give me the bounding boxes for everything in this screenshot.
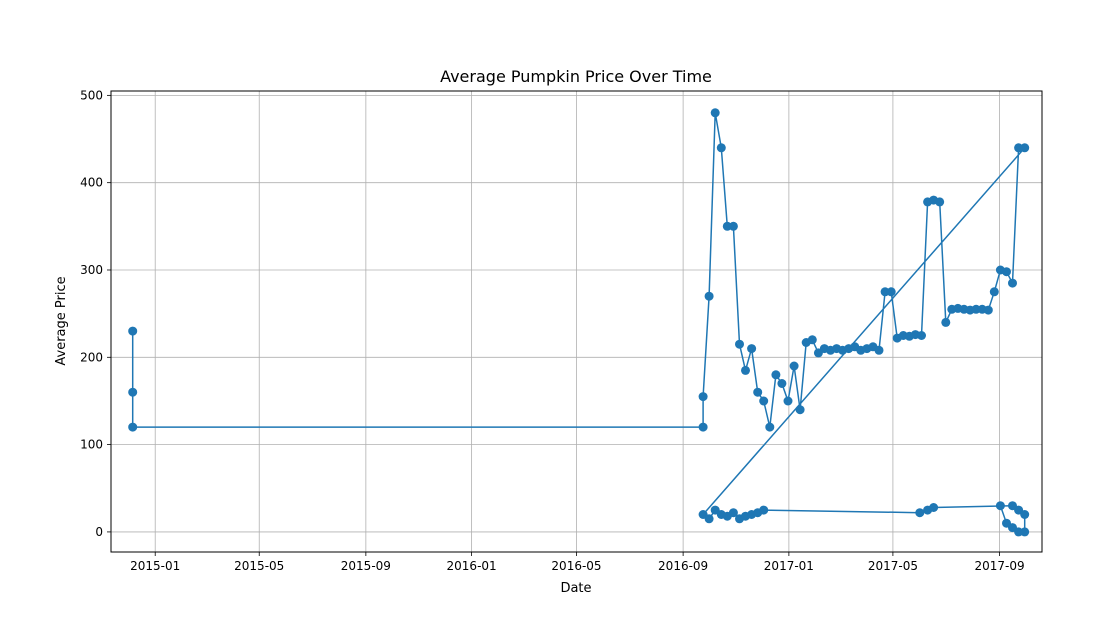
axis-ticks: 2015-01 2015-05 2015-09 2016-01 2016-05 2016-… [80, 88, 1025, 573]
grid-lines [111, 91, 1042, 552]
data-point [128, 422, 138, 432]
data-point [735, 339, 744, 349]
y-tick-label: 500 [80, 88, 103, 102]
x-tick-label: 2015-01 [130, 559, 180, 573]
data-point [765, 422, 775, 432]
x-tick-label: 2015-09 [341, 559, 391, 573]
x-axis-label: Date [560, 581, 591, 596]
data-point [935, 197, 945, 207]
data-point [704, 514, 714, 524]
x-tick-label: 2016-05 [551, 559, 601, 573]
data-point [989, 287, 999, 297]
data-point [886, 287, 896, 297]
data-point [1008, 278, 1017, 288]
data-point [807, 335, 817, 345]
data-point [1002, 518, 1011, 528]
data-point [795, 405, 805, 415]
data-point [128, 326, 138, 336]
data-point [1002, 267, 1011, 277]
data-point [1020, 143, 1030, 153]
y-tick-label: 0 [95, 525, 103, 539]
x-tick-label: 2017-09 [974, 559, 1024, 573]
data-point [747, 344, 757, 354]
data-point [783, 396, 793, 406]
data-point [995, 501, 1005, 511]
y-tick-label: 100 [80, 438, 103, 452]
data-point [771, 370, 781, 380]
data-layer [128, 108, 1030, 537]
x-tick-label: 2015-05 [234, 559, 284, 573]
data-point [777, 379, 787, 388]
data-point [753, 387, 763, 397]
data-point [941, 317, 951, 327]
x-tick-label: 2017-05 [868, 559, 918, 573]
y-tick-label: 300 [80, 263, 103, 277]
x-tick-label: 2016-09 [658, 559, 708, 573]
series-line [131, 112, 1027, 533]
y-tick-label: 400 [80, 176, 103, 190]
data-point [716, 143, 726, 153]
data-point [874, 345, 884, 355]
data-point [917, 331, 926, 340]
data-point [929, 503, 939, 512]
y-axis-label: Average Price [54, 276, 69, 365]
data-point [741, 365, 750, 375]
data-point [789, 361, 799, 371]
data-point [983, 305, 993, 315]
data-point [698, 422, 708, 432]
data-point [1020, 510, 1030, 519]
chart-title: Average Pumpkin Price Over Time [440, 67, 712, 86]
data-point [759, 505, 769, 515]
data-point [759, 396, 769, 406]
data-point [728, 508, 738, 518]
data-point [128, 387, 138, 397]
x-tick-label: 2016-01 [447, 559, 497, 573]
data-point [710, 108, 720, 118]
y-tick-label: 200 [80, 350, 103, 364]
data-point [915, 508, 925, 518]
x-tick-label: 2017-01 [764, 559, 814, 573]
data-point [704, 291, 714, 301]
data-point [728, 221, 738, 231]
data-point [698, 392, 708, 402]
